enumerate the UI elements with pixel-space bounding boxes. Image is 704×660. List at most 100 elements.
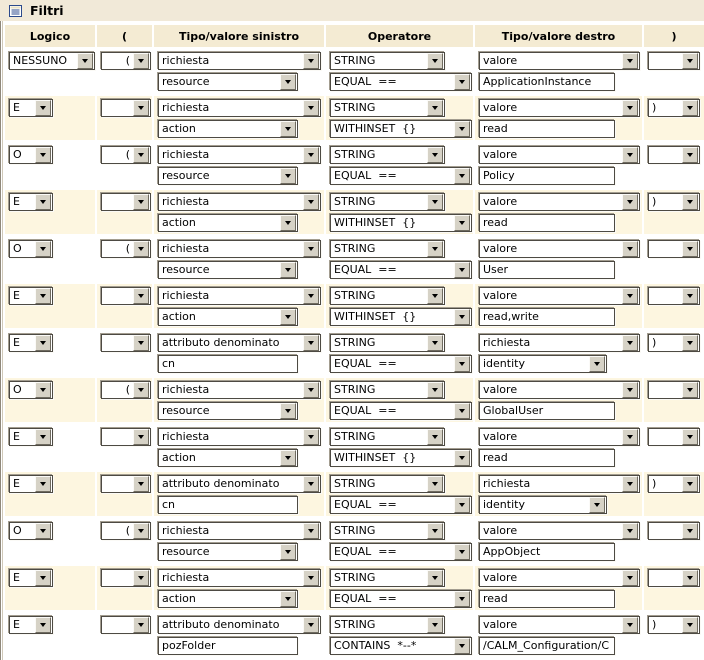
dropdown-arrow-icon[interactable]	[303, 335, 319, 351]
open-paren-select[interactable]	[101, 428, 151, 446]
dropdown-arrow-icon[interactable]	[622, 335, 638, 351]
logico-select[interactable]: O	[9, 381, 53, 399]
operator-select[interactable]: WITHINSET {}	[330, 120, 472, 138]
left-type-select[interactable]: richiesta	[158, 240, 321, 258]
open-paren-select[interactable]	[101, 287, 151, 305]
operator-type-select[interactable]: STRING	[330, 52, 445, 70]
dropdown-arrow-icon[interactable]	[303, 288, 319, 304]
dropdown-arrow-icon[interactable]	[682, 53, 698, 69]
right-type-select[interactable]: richiesta	[479, 475, 640, 493]
dropdown-arrow-icon[interactable]	[133, 617, 149, 633]
right-value-input[interactable]: read	[479, 120, 615, 138]
close-paren-select[interactable]	[648, 287, 700, 305]
dropdown-arrow-icon[interactable]	[303, 241, 319, 257]
close-paren-select[interactable]	[648, 522, 700, 540]
open-paren-select[interactable]: (	[101, 146, 151, 164]
logico-select[interactable]: E	[9, 334, 53, 352]
logico-select[interactable]: E	[9, 428, 53, 446]
dropdown-arrow-icon[interactable]	[622, 53, 638, 69]
left-type-select[interactable]: richiesta	[158, 52, 321, 70]
close-paren-select[interactable]	[648, 428, 700, 446]
operator-select[interactable]: EQUAL ==	[330, 261, 472, 279]
left-type-select[interactable]: richiesta	[158, 193, 321, 211]
dropdown-arrow-icon[interactable]	[454, 262, 470, 278]
dropdown-arrow-icon[interactable]	[35, 147, 51, 163]
operator-type-select[interactable]: STRING	[330, 522, 445, 540]
open-paren-select[interactable]	[101, 193, 151, 211]
dropdown-arrow-icon[interactable]	[454, 497, 470, 513]
left-value-input[interactable]: cn	[158, 496, 298, 514]
close-paren-select[interactable]	[648, 240, 700, 258]
operator-select[interactable]: EQUAL ==	[330, 590, 472, 608]
dropdown-arrow-icon[interactable]	[427, 241, 443, 257]
logico-select[interactable]: E	[9, 569, 53, 587]
operator-select[interactable]: EQUAL ==	[330, 402, 472, 420]
dropdown-arrow-icon[interactable]	[303, 617, 319, 633]
dropdown-arrow-icon[interactable]	[280, 74, 296, 90]
operator-select[interactable]: EQUAL ==	[330, 543, 472, 561]
close-paren-select[interactable]: )	[648, 616, 700, 634]
dropdown-arrow-icon[interactable]	[280, 544, 296, 560]
logico-select[interactable]: O	[9, 522, 53, 540]
dropdown-arrow-icon[interactable]	[280, 591, 296, 607]
dropdown-arrow-icon[interactable]	[280, 309, 296, 325]
dropdown-arrow-icon[interactable]	[35, 194, 51, 210]
dropdown-arrow-icon[interactable]	[303, 53, 319, 69]
dropdown-arrow-icon[interactable]	[427, 147, 443, 163]
left-value-select[interactable]: action	[158, 214, 298, 232]
dropdown-arrow-icon[interactable]	[682, 429, 698, 445]
dropdown-arrow-icon[interactable]	[133, 523, 149, 539]
open-paren-select[interactable]	[101, 475, 151, 493]
dropdown-arrow-icon[interactable]	[280, 262, 296, 278]
left-type-select[interactable]: richiesta	[158, 428, 321, 446]
right-type-select[interactable]: valore	[479, 287, 640, 305]
left-value-select[interactable]: action	[158, 120, 298, 138]
dropdown-arrow-icon[interactable]	[303, 194, 319, 210]
dropdown-arrow-icon[interactable]	[682, 382, 698, 398]
dropdown-arrow-icon[interactable]	[427, 53, 443, 69]
dropdown-arrow-icon[interactable]	[589, 356, 605, 372]
operator-select[interactable]: EQUAL ==	[330, 167, 472, 185]
operator-select[interactable]: WITHINSET {}	[330, 449, 472, 467]
right-value-select[interactable]: identity	[479, 496, 607, 514]
dropdown-arrow-icon[interactable]	[303, 476, 319, 492]
logico-select[interactable]: NESSUNO	[9, 52, 95, 70]
operator-type-select[interactable]: STRING	[330, 381, 445, 399]
dropdown-arrow-icon[interactable]	[280, 121, 296, 137]
open-paren-select[interactable]	[101, 334, 151, 352]
left-value-select[interactable]: action	[158, 590, 298, 608]
operator-type-select[interactable]: STRING	[330, 616, 445, 634]
operator-type-select[interactable]: STRING	[330, 146, 445, 164]
left-type-select[interactable]: richiesta	[158, 569, 321, 587]
operator-select[interactable]: EQUAL ==	[330, 496, 472, 514]
dropdown-arrow-icon[interactable]	[133, 429, 149, 445]
dropdown-arrow-icon[interactable]	[622, 429, 638, 445]
logico-select[interactable]: O	[9, 146, 53, 164]
right-type-select[interactable]: valore	[479, 146, 640, 164]
close-paren-select[interactable]: )	[648, 99, 700, 117]
dropdown-arrow-icon[interactable]	[303, 523, 319, 539]
logico-select[interactable]: E	[9, 287, 53, 305]
right-value-select[interactable]: identity	[479, 355, 607, 373]
operator-type-select[interactable]: STRING	[330, 193, 445, 211]
dropdown-arrow-icon[interactable]	[133, 194, 149, 210]
logico-select[interactable]: E	[9, 193, 53, 211]
operator-type-select[interactable]: STRING	[330, 287, 445, 305]
dropdown-arrow-icon[interactable]	[35, 241, 51, 257]
dropdown-arrow-icon[interactable]	[35, 429, 51, 445]
dropdown-arrow-icon[interactable]	[303, 382, 319, 398]
left-type-select[interactable]: richiesta	[158, 146, 321, 164]
logico-select[interactable]: E	[9, 99, 53, 117]
operator-select[interactable]: WITHINSET {}	[330, 214, 472, 232]
right-value-input[interactable]: /CALM_Configuration/C	[479, 637, 615, 655]
dropdown-arrow-icon[interactable]	[303, 147, 319, 163]
dropdown-arrow-icon[interactable]	[682, 100, 698, 116]
left-value-select[interactable]: resource	[158, 167, 298, 185]
dropdown-arrow-icon[interactable]	[622, 194, 638, 210]
dropdown-arrow-icon[interactable]	[427, 570, 443, 586]
operator-type-select[interactable]: STRING	[330, 428, 445, 446]
dropdown-arrow-icon[interactable]	[622, 523, 638, 539]
operator-type-select[interactable]: STRING	[330, 334, 445, 352]
open-paren-select[interactable]	[101, 569, 151, 587]
left-type-select[interactable]: attributo denominato	[158, 475, 321, 493]
